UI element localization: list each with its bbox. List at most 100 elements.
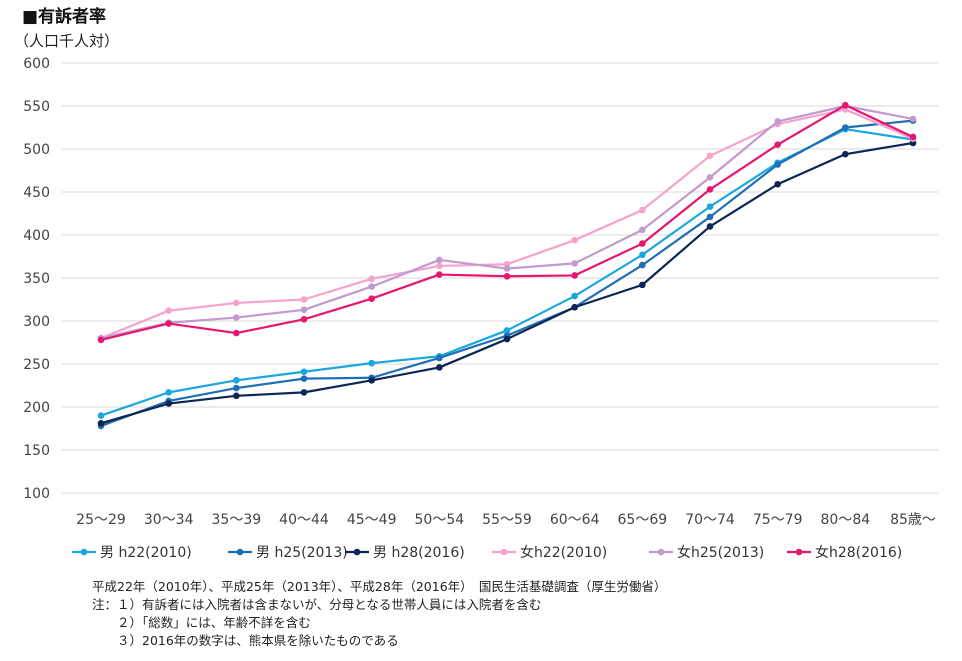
legend-item-6: 女h28(2016) — [787, 544, 902, 561]
note-1: 注：１）有訴者には入院者は含まないが、分母となる世帯人員には入院者を含む — [92, 597, 542, 612]
legend-label: 女h22(2010) — [520, 544, 607, 561]
data-point — [233, 384, 240, 392]
data-point — [706, 174, 714, 181]
series-line — [100, 141, 914, 425]
data-point — [300, 296, 308, 303]
note-source: 平成22年（2010年）、平成25年（2013年）、平成28年（2016年） 国… — [92, 579, 667, 594]
data-point — [774, 180, 781, 188]
series-4 — [97, 106, 917, 342]
y-tick-label: 400 — [23, 228, 50, 244]
data-point — [503, 327, 511, 334]
data-point — [571, 260, 578, 267]
data-point — [436, 256, 443, 264]
y-tick-label: 500 — [23, 142, 50, 158]
x-tick-label: 35〜39 — [212, 512, 262, 528]
data-point — [233, 392, 240, 400]
data-point — [571, 303, 578, 311]
x-tick-label: 80〜84 — [821, 512, 871, 528]
data-point — [639, 226, 646, 234]
series-3 — [97, 139, 917, 427]
legend: 男 h22(2010) 男 h25(2013) 男 h28(2016) 女h22(20… — [72, 544, 902, 561]
x-tick-label: 40〜44 — [279, 512, 329, 528]
x-tick-label: 60〜64 — [550, 512, 600, 528]
x-tick-label: 85歳〜 — [890, 512, 936, 528]
data-point — [368, 359, 375, 367]
data-point — [165, 389, 172, 396]
data-point — [368, 295, 375, 302]
x-tick-label: 50〜54 — [415, 512, 465, 528]
data-point — [165, 307, 172, 314]
legend-label: 男 h22(2010) — [100, 545, 192, 561]
data-point — [706, 223, 714, 230]
data-point — [639, 251, 646, 259]
data-point — [436, 262, 443, 270]
y-tick-label: 200 — [23, 400, 50, 416]
data-point — [300, 375, 308, 382]
data-point — [97, 336, 105, 344]
y-tick-label: 150 — [23, 443, 50, 459]
data-point — [368, 275, 375, 283]
x-tick-label: 45〜49 — [347, 512, 397, 528]
data-point — [774, 161, 781, 168]
series-2 — [97, 117, 917, 430]
x-tick-label: 25〜29 — [76, 512, 126, 528]
data-point — [774, 141, 781, 148]
legend-label: 男 h25(2013) — [256, 545, 348, 561]
data-point — [503, 265, 511, 272]
data-point — [571, 272, 578, 279]
data-point — [165, 320, 172, 327]
data-point — [233, 377, 240, 384]
y-axis: 100 150 200 250 300 350 400 450 500 550 600 — [23, 56, 50, 502]
data-point — [571, 292, 578, 300]
x-axis: 25〜29 30〜34 35〜39 40〜44 45〜49 50〜54 55〜59 60〜64… — [76, 512, 936, 528]
legend-item-2: 男 h25(2013) — [228, 545, 348, 561]
legend-marker — [236, 548, 244, 556]
data-point — [639, 261, 646, 269]
legend-marker — [80, 548, 88, 556]
series-1 — [97, 125, 917, 419]
note-3: ３）2016年の数字は、熊本県を除いたものである — [92, 633, 399, 648]
y-tick-label: 300 — [23, 314, 50, 330]
legend-label: 女h25(2013) — [677, 544, 764, 561]
x-tick-label: 75〜79 — [753, 512, 803, 528]
data-point — [436, 354, 443, 362]
data-point — [706, 186, 714, 193]
legend-marker — [795, 548, 803, 556]
data-point — [706, 203, 714, 210]
data-point — [706, 152, 714, 160]
data-point — [300, 306, 308, 314]
series-lines — [97, 101, 917, 430]
data-point — [842, 101, 849, 109]
chart-title: ■有訴者率 — [22, 6, 106, 27]
legend-marker — [353, 548, 361, 556]
legend-item-1: 男 h22(2010) — [72, 545, 192, 561]
legend-item-5: 女h25(2013) — [649, 544, 764, 561]
legend-marker — [657, 548, 665, 556]
legend-item-3: 男 h28(2016) — [345, 545, 465, 561]
data-point — [300, 315, 308, 323]
x-tick-label: 30〜34 — [144, 512, 194, 528]
unit-label: （人口千人対） — [14, 32, 119, 50]
data-point — [300, 368, 308, 376]
data-point — [842, 150, 849, 158]
data-point — [639, 206, 646, 214]
data-point — [233, 314, 240, 321]
data-point — [503, 335, 511, 343]
legend-label: 女h28(2016) — [815, 544, 902, 561]
series-line — [100, 128, 914, 417]
data-point — [909, 115, 917, 123]
data-point — [233, 299, 240, 307]
data-point — [97, 420, 105, 427]
y-tick-label: 350 — [23, 271, 50, 287]
y-tick-label: 100 — [23, 486, 50, 502]
y-tick-label: 450 — [23, 185, 50, 201]
data-point — [368, 283, 375, 290]
legend-item-4: 女h22(2010) — [492, 544, 607, 561]
data-point — [571, 236, 578, 244]
gridlines — [62, 62, 938, 494]
data-point — [300, 389, 308, 396]
data-point — [436, 364, 443, 371]
y-tick-label: 550 — [23, 99, 50, 115]
x-tick-label: 70〜74 — [685, 512, 735, 528]
